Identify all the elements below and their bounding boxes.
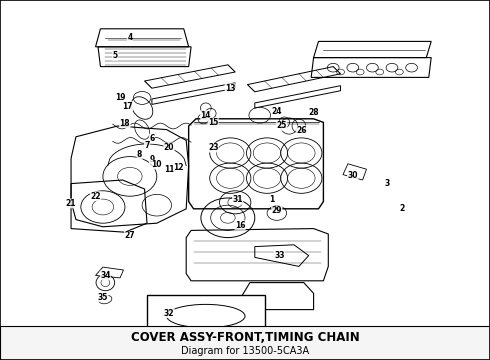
Text: 12: 12: [173, 163, 184, 172]
Text: 7: 7: [145, 141, 149, 150]
Text: 17: 17: [122, 102, 133, 111]
Text: 22: 22: [90, 192, 101, 201]
Text: 28: 28: [308, 108, 319, 117]
Text: 21: 21: [66, 199, 76, 208]
Text: 30: 30: [347, 171, 358, 180]
Text: 25: 25: [276, 122, 287, 130]
Text: 32: 32: [164, 309, 174, 318]
Text: 33: 33: [274, 251, 285, 260]
Bar: [147, 295, 265, 337]
Text: 8: 8: [137, 150, 142, 159]
Text: 20: 20: [164, 143, 174, 152]
Text: 3: 3: [385, 179, 390, 188]
Text: 10: 10: [151, 160, 162, 169]
Text: 15: 15: [208, 118, 219, 127]
Text: 6: 6: [149, 134, 154, 143]
Text: 23: 23: [208, 143, 219, 152]
Bar: [0, 326, 490, 360]
Text: Diagram for 13500-5CA3A: Diagram for 13500-5CA3A: [181, 346, 309, 356]
Text: 13: 13: [225, 84, 236, 93]
Text: 5: 5: [113, 51, 118, 60]
Text: 19: 19: [115, 93, 125, 102]
Text: 14: 14: [200, 111, 211, 120]
Text: 11: 11: [164, 165, 174, 174]
Text: 35: 35: [98, 292, 108, 302]
Text: 34: 34: [100, 271, 111, 280]
Text: 16: 16: [235, 220, 245, 230]
Text: 9: 9: [149, 154, 154, 163]
Text: COVER ASSY-FRONT,TIMING CHAIN: COVER ASSY-FRONT,TIMING CHAIN: [131, 331, 359, 344]
Text: 1: 1: [270, 195, 274, 204]
Text: 24: 24: [271, 107, 282, 116]
Text: 2: 2: [399, 204, 404, 213]
Text: 18: 18: [120, 118, 130, 127]
Text: 26: 26: [296, 126, 307, 135]
Text: 31: 31: [232, 195, 243, 204]
Text: 27: 27: [124, 231, 135, 240]
Text: 29: 29: [271, 206, 282, 215]
Text: 4: 4: [127, 33, 132, 42]
